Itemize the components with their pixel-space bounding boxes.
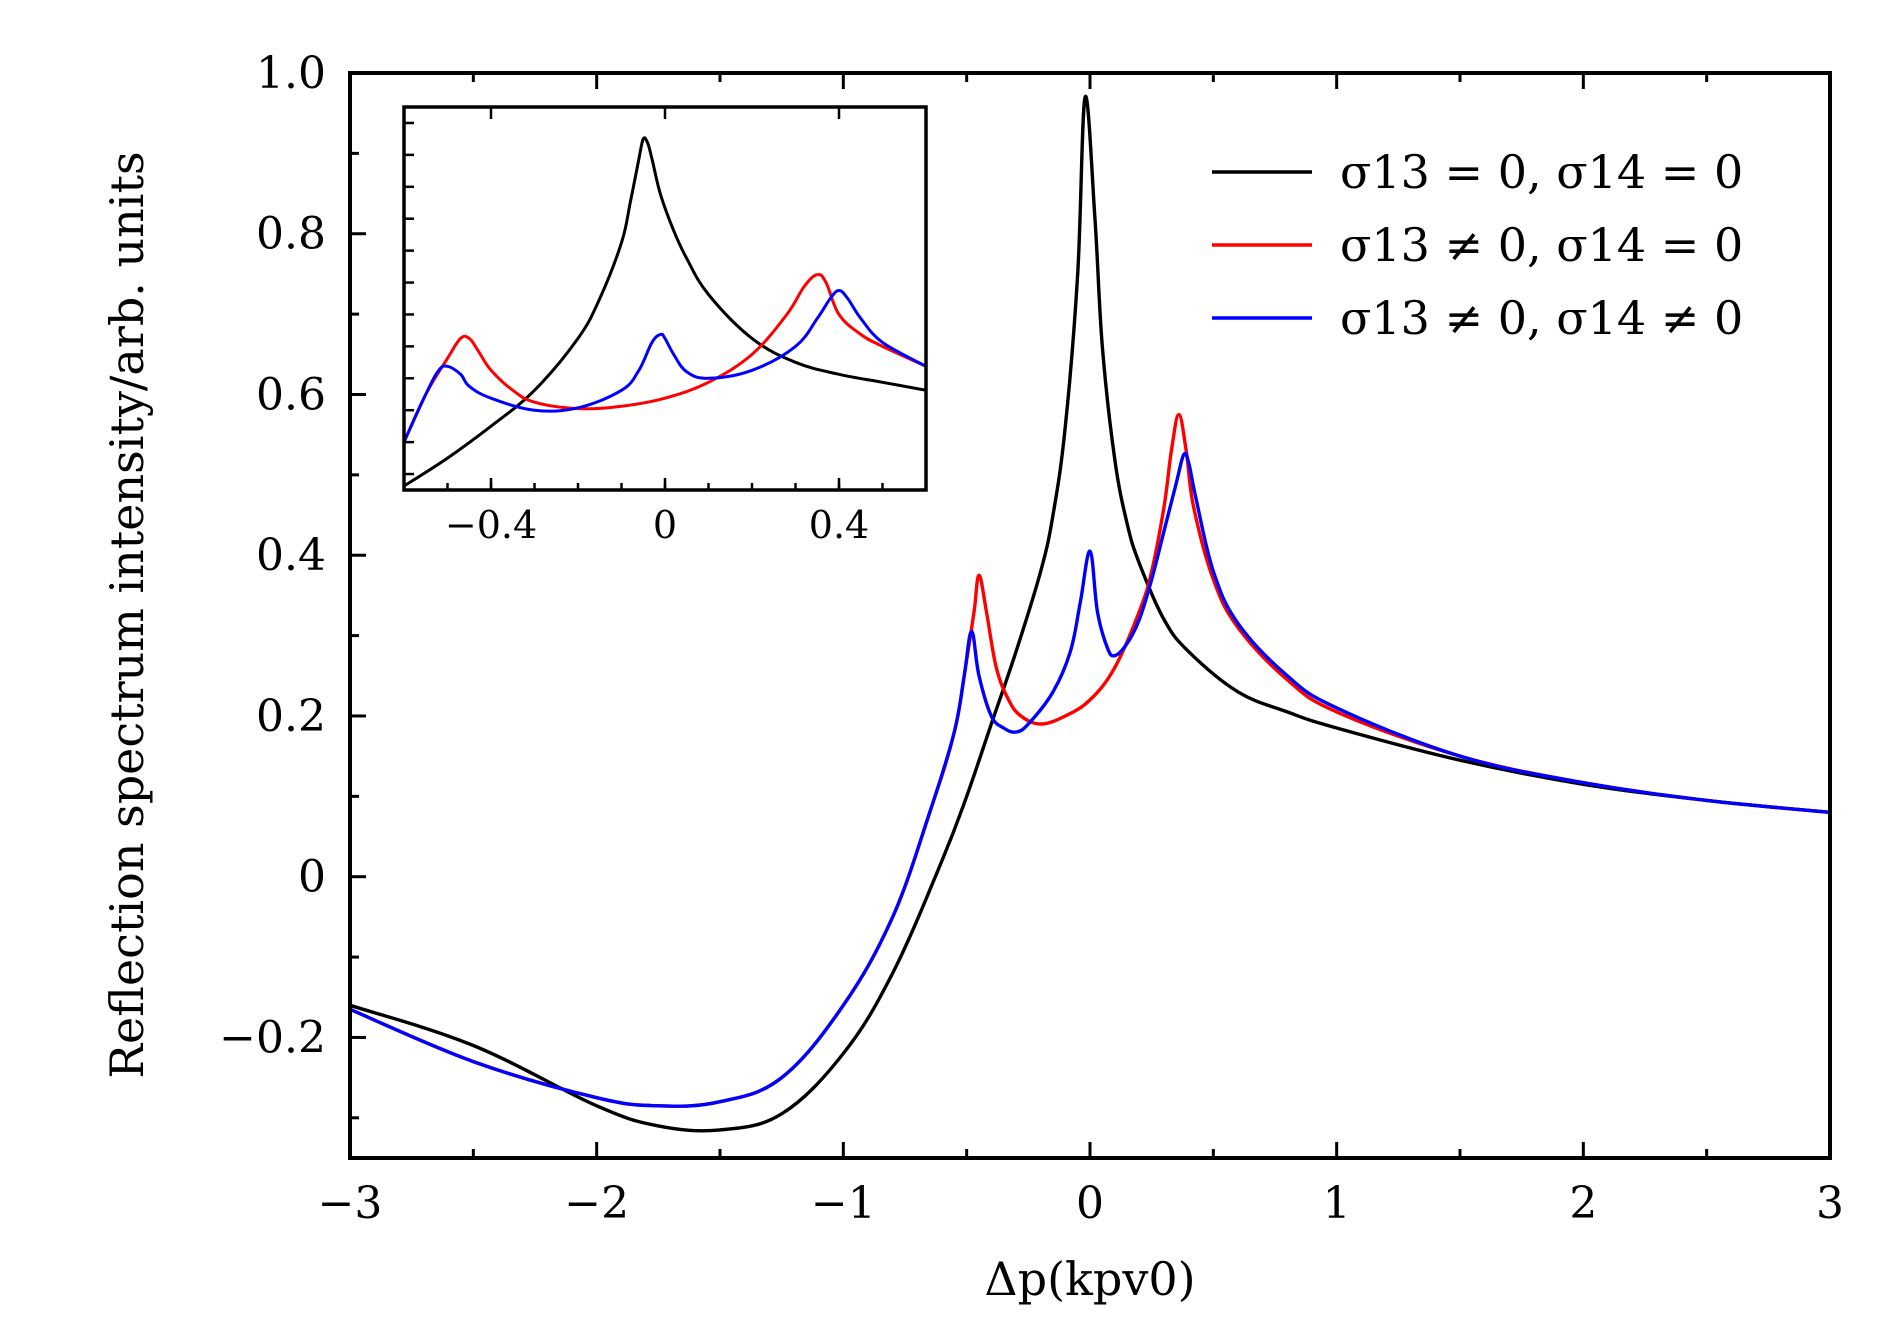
x-tick-label: 2: [1569, 1178, 1597, 1229]
legend-label-1: σ13 = 0, σ14 = 0: [1340, 145, 1743, 199]
inset-ticks-group: −0.4 0 0.4: [402, 107, 928, 547]
inset-x-tick-label: 0.4: [809, 503, 869, 547]
inset-x-tick-label: 0: [653, 503, 677, 547]
y-tick-label: −0.2: [219, 1012, 326, 1063]
y-axis-title: Reflection spectrum intensity/arb. units: [100, 151, 154, 1078]
inset-chart: −0.4 0 0.4: [402, 105, 928, 547]
x-axis-title: Δp(kpv0): [984, 1252, 1195, 1306]
y-tick-label: 0: [298, 852, 326, 903]
y-tick-label: 0.8: [256, 209, 326, 260]
y-tick-label: 0.2: [256, 691, 326, 742]
series-line-1: [350, 94, 1830, 1133]
x-tick-label: 3: [1816, 1178, 1844, 1229]
legend-label-2: σ13 ≠ 0, σ14 = 0: [1340, 218, 1743, 272]
legend-label-3: σ13 ≠ 0, σ14 ≠ 0: [1340, 291, 1743, 345]
inset-x-tick-label: −0.4: [445, 503, 537, 547]
inset-series-line-3: [404, 289, 926, 443]
x-tick-label: 1: [1323, 1178, 1351, 1229]
x-tick-label: 0: [1076, 1178, 1104, 1229]
y-tick-label: 1.0: [256, 48, 326, 99]
legend: σ13 = 0, σ14 = 0 σ13 ≠ 0, σ14 = 0 σ13 ≠ 0,…: [1212, 145, 1743, 345]
series-line-2: [350, 412, 1830, 1108]
inset-series-group: [404, 136, 926, 488]
x-tick-label: −1: [811, 1178, 876, 1229]
main-ticks-group: −3 −2 −1 0 1 2 3 −0.2 0 0.2 0.4 0.6 0.8 1.0: [219, 48, 1844, 1229]
x-tick-label: −2: [564, 1178, 629, 1229]
y-tick-label: 0.6: [256, 369, 326, 420]
main-series-group: [350, 94, 1830, 1133]
series-line-3: [350, 451, 1830, 1108]
y-tick-label: 0.4: [256, 530, 326, 581]
x-tick-label: −3: [318, 1178, 383, 1229]
